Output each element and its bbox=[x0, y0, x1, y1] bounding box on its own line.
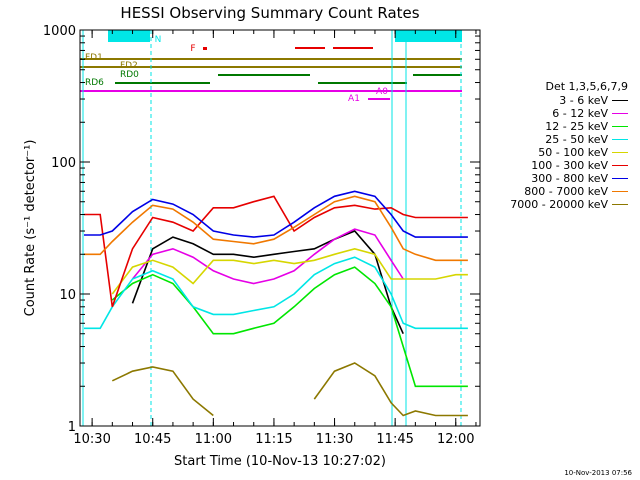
x-tick-label: 10:45 bbox=[134, 432, 171, 447]
flag-label-rd6: RD6 bbox=[85, 78, 104, 88]
legend-swatch bbox=[612, 126, 628, 127]
legend-swatch bbox=[612, 204, 628, 205]
series-line bbox=[111, 247, 468, 295]
x-tick-label: 12:00 bbox=[437, 432, 474, 447]
flag-label-n: N bbox=[155, 35, 162, 45]
legend-entry: 25 - 50 keV bbox=[474, 133, 634, 146]
flag-label-rd0: RD0 bbox=[120, 70, 139, 80]
flag-bar-rd0 bbox=[218, 74, 310, 76]
legend-label: 100 - 300 keV bbox=[531, 159, 608, 172]
series-line bbox=[84, 195, 468, 262]
legend-label: 300 - 800 keV bbox=[531, 172, 608, 185]
legend-swatch bbox=[612, 165, 628, 166]
footer-timestamp: 10-Nov-2013 07:56 bbox=[564, 469, 632, 477]
legend-swatch bbox=[612, 113, 628, 114]
series-line bbox=[111, 366, 214, 417]
flag-bar-a1 bbox=[368, 98, 390, 100]
series-line bbox=[84, 256, 468, 330]
series-line bbox=[313, 362, 468, 417]
chart-legend: Det 1,3,5,6,7,9 3 - 6 keV 6 - 12 keV 12 - … bbox=[474, 80, 634, 211]
legend-label: 7000 - 20000 keV bbox=[510, 198, 608, 211]
series-line bbox=[131, 228, 404, 285]
y-tick-label: 10 bbox=[59, 288, 76, 303]
flag-bar-fd2 bbox=[80, 66, 462, 68]
flag-label-fd1: FD1 bbox=[85, 53, 103, 63]
legend-swatch bbox=[612, 178, 628, 179]
flag-label-f: F bbox=[190, 44, 195, 54]
x-tick-label: 11:30 bbox=[316, 432, 353, 447]
flag-bar-rd6 bbox=[318, 82, 407, 84]
legend-label: 25 - 50 keV bbox=[545, 133, 608, 146]
series-line bbox=[111, 266, 468, 388]
legend-entry: 7000 - 20000 keV bbox=[474, 198, 634, 211]
flag-bar-fd1 bbox=[80, 58, 462, 60]
legend-label: 3 - 6 keV bbox=[559, 94, 608, 107]
y-tick-label: 100 bbox=[51, 156, 76, 171]
legend-label: 50 - 100 keV bbox=[538, 146, 608, 159]
legend-entry: 12 - 25 keV bbox=[474, 120, 634, 133]
chart-title: HESSI Observing Summary Count Rates bbox=[120, 4, 419, 22]
legend-entry: 3 - 6 keV bbox=[474, 94, 634, 107]
x-axis-label: Start Time (10-Nov-13 10:27:02) bbox=[174, 454, 386, 469]
series-line bbox=[84, 190, 468, 238]
legend-entry: 800 - 7000 keV bbox=[474, 185, 634, 198]
x-tick-label: 10:30 bbox=[73, 432, 110, 447]
x-tick-label: 11:00 bbox=[195, 432, 232, 447]
legend-entry: 300 - 800 keV bbox=[474, 172, 634, 185]
legend-header: Det 1,3,5,6,7,9 bbox=[545, 80, 628, 93]
series-line bbox=[131, 230, 404, 335]
flag-bar-rd0 bbox=[413, 74, 462, 76]
flag-bar-f bbox=[333, 47, 373, 49]
legend-swatch bbox=[612, 152, 628, 153]
x-tick-label: 11:15 bbox=[255, 432, 292, 447]
legend-label: 800 - 7000 keV bbox=[524, 185, 608, 198]
flag-label-a1: A1 bbox=[348, 94, 360, 104]
y-tick-label: 1 bbox=[68, 420, 76, 435]
legend-label: 6 - 12 keV bbox=[552, 107, 608, 120]
y-axis-label: Count Rate (s⁻¹ detector⁻¹) bbox=[23, 140, 38, 317]
flag-marker-f bbox=[203, 47, 207, 50]
plot-frame bbox=[79, 29, 481, 427]
legend-entry: 100 - 300 keV bbox=[474, 159, 634, 172]
flag-bar-a0 bbox=[80, 90, 462, 92]
legend-swatch bbox=[612, 191, 628, 192]
flag-label-a0: A0 bbox=[376, 87, 388, 97]
legend-entry: 6 - 12 keV bbox=[474, 107, 634, 120]
legend-label: 12 - 25 keV bbox=[545, 120, 608, 133]
legend-swatch bbox=[612, 100, 628, 101]
flag-label-fd2: FD2 bbox=[120, 61, 138, 71]
flag-bar-n bbox=[108, 30, 150, 42]
legend-swatch bbox=[612, 139, 628, 140]
x-tick-label: 11:45 bbox=[376, 432, 413, 447]
flag-bar-f bbox=[295, 47, 325, 49]
legend-entry: 50 - 100 keV bbox=[474, 146, 634, 159]
flag-bar-rd6 bbox=[115, 82, 210, 84]
flag-bar-n bbox=[395, 30, 462, 42]
y-tick-label: 1000 bbox=[43, 24, 76, 39]
series-line bbox=[84, 195, 468, 308]
